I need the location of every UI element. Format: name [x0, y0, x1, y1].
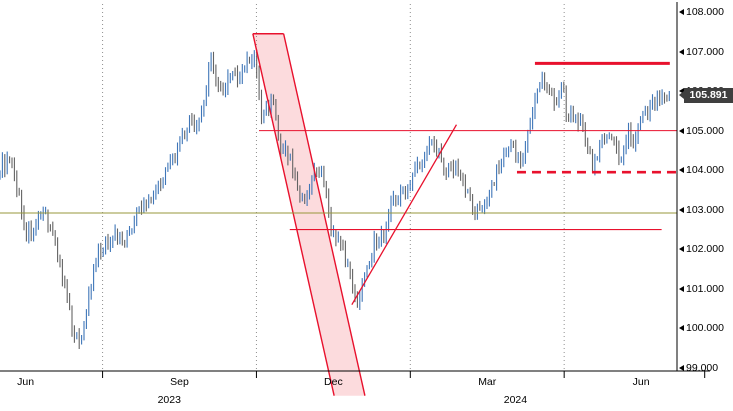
x-axis-year-label: 2024	[503, 394, 528, 406]
y-axis-label-text: 104.000	[686, 164, 724, 177]
x-axis-month-label: Dec	[324, 376, 343, 388]
y-axis-label-text: 108.000	[686, 6, 724, 18]
x-axis-month-label: Mar	[478, 376, 497, 388]
tick-arrow-icon	[679, 167, 684, 174]
x-axis-month-label: Jun	[17, 376, 35, 388]
y-axis-label-text: 101.000	[686, 282, 724, 295]
y-axis-label: 108.000	[679, 6, 724, 18]
down-channel-right-line	[282, 33, 366, 396]
tick-arrow-icon	[679, 365, 684, 371]
tick-arrow-icon	[679, 325, 684, 332]
y-axis-label-text: 105.000	[686, 124, 724, 137]
y-axis-label-text: 107.000	[686, 45, 724, 58]
tick-arrow-icon	[679, 246, 684, 253]
y-axis-label: 107.000	[679, 46, 724, 58]
down-channel-lines	[252, 33, 366, 396]
last-price-text: 105.891	[689, 89, 728, 102]
x-axis-month-label: Sep	[170, 376, 189, 388]
x-axis-month-label: Jun	[632, 376, 650, 388]
tick-arrow-icon	[679, 88, 684, 95]
tick-arrow-icon	[679, 127, 684, 134]
last-price-label: 105.891	[679, 87, 733, 103]
y-axis-label: 102.000	[679, 243, 724, 255]
axes	[0, 2, 710, 378]
y-axis-label: 105.000	[679, 125, 724, 137]
price-bars	[0, 49, 670, 349]
y-axis-label-text: 102.000	[686, 243, 724, 256]
rising-trendline	[351, 124, 458, 306]
y-axis-label: 101.000	[679, 283, 724, 295]
y-axis-label-text: 99.000	[686, 362, 719, 374]
x-axis-year-label: 2023	[157, 394, 181, 406]
annotation-levels	[0, 61, 677, 231]
y-axis-label: 103.000	[679, 204, 724, 216]
y-axis-label-text: 103.000	[686, 203, 724, 216]
y-axis-label: 104.000	[679, 164, 724, 176]
y-axis-label-text: 100.000	[686, 322, 724, 335]
tick-arrow-icon	[679, 48, 684, 55]
tick-arrow-icon	[679, 285, 684, 292]
down-channel-fill	[252, 33, 365, 396]
y-axis-label: 100.000	[679, 322, 724, 334]
tick-arrow-icon	[679, 206, 684, 213]
y-axis-label: 99.000	[679, 362, 718, 374]
tick-arrow-icon	[679, 9, 684, 15]
down-channel-left-line	[252, 33, 335, 396]
